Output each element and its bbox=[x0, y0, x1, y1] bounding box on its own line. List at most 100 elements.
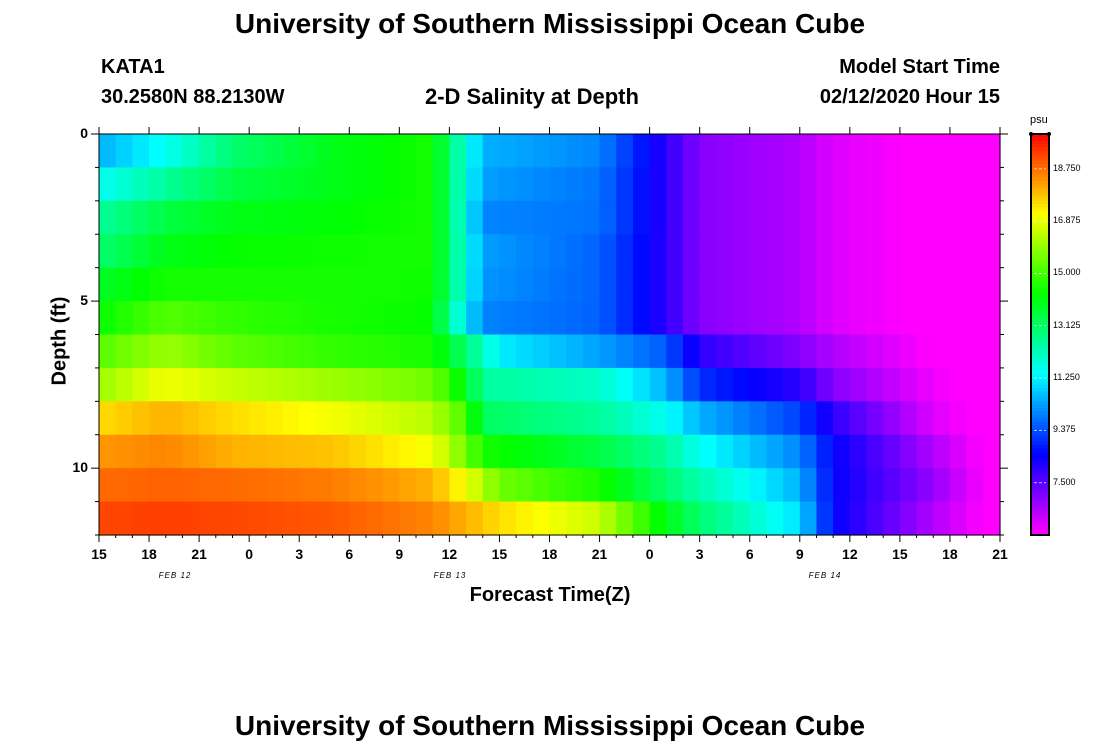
heatmap-cell bbox=[165, 468, 184, 503]
heatmap-cell bbox=[649, 367, 667, 402]
heatmap-cell bbox=[883, 200, 901, 235]
heatmap-cell bbox=[933, 267, 951, 302]
colorbar-swatch bbox=[1031, 327, 1049, 332]
heatmap-cell bbox=[315, 434, 334, 469]
heatmap-cell bbox=[582, 167, 601, 202]
colorbar-swatch bbox=[1031, 274, 1049, 279]
heatmap-cell bbox=[365, 401, 384, 436]
heatmap-cell bbox=[265, 200, 284, 235]
colorbar-swatch bbox=[1031, 304, 1049, 309]
heatmap-cell bbox=[265, 267, 284, 302]
heatmap-cell bbox=[666, 134, 684, 169]
heatmap-cell bbox=[699, 200, 717, 235]
heatmap-cell bbox=[582, 401, 601, 436]
heatmap-cell bbox=[899, 301, 918, 336]
heatmap-cell bbox=[249, 434, 267, 469]
heatmap-cell bbox=[349, 367, 367, 402]
heatmap-cell bbox=[416, 334, 434, 369]
heatmap-cell bbox=[499, 468, 517, 503]
heatmap-cell bbox=[783, 234, 801, 269]
heatmap-cell bbox=[132, 434, 150, 469]
heatmap-cell bbox=[132, 301, 150, 336]
heatmap-cell bbox=[549, 334, 567, 369]
heatmap-cell bbox=[449, 334, 467, 369]
heatmap-cell bbox=[449, 501, 467, 536]
colorbar-swatch bbox=[1031, 284, 1049, 289]
heatmap-cell bbox=[315, 267, 334, 302]
x-tick-label: 15 bbox=[892, 546, 908, 562]
heatmap-cell bbox=[516, 434, 534, 469]
heatmap-cell bbox=[215, 334, 234, 369]
heatmap-cell bbox=[966, 267, 984, 302]
heatmap-cell bbox=[215, 367, 234, 402]
heatmap-cell bbox=[349, 334, 367, 369]
heatmap-cell bbox=[849, 468, 868, 503]
heatmap-cell bbox=[399, 167, 417, 202]
heatmap-cell bbox=[849, 501, 868, 536]
heatmap-cell bbox=[716, 301, 734, 336]
heatmap-cell bbox=[616, 468, 634, 503]
x-tick-label: 18 bbox=[942, 546, 958, 562]
heatmap-cell bbox=[165, 501, 184, 536]
heatmap-cell bbox=[933, 401, 951, 436]
heatmap-cell bbox=[649, 134, 667, 169]
heatmap-cell bbox=[382, 267, 400, 302]
heatmap-cell bbox=[849, 334, 868, 369]
heatmap-cell bbox=[716, 167, 734, 202]
heatmap-cell bbox=[916, 334, 934, 369]
heatmap-cell bbox=[132, 167, 150, 202]
heatmap-cell bbox=[365, 200, 384, 235]
colorbar-swatch bbox=[1031, 294, 1049, 299]
heatmap-cell bbox=[232, 334, 250, 369]
heatmap-cell bbox=[165, 401, 184, 436]
heatmap-cell bbox=[549, 234, 567, 269]
plot-title: 2-D Salinity at Depth bbox=[425, 84, 639, 109]
colorbar-swatch bbox=[1031, 411, 1049, 416]
colorbar-swatch bbox=[1031, 174, 1049, 179]
heatmap-cell bbox=[566, 301, 584, 336]
colorbar-swatch bbox=[1031, 458, 1049, 463]
heatmap-cell bbox=[499, 401, 517, 436]
heatmap-cell bbox=[549, 434, 567, 469]
heatmap-cell bbox=[899, 234, 918, 269]
heatmap-cell bbox=[933, 434, 951, 469]
heatmap-cell bbox=[899, 134, 918, 169]
heatmap-cell bbox=[466, 434, 484, 469]
heatmap-cell bbox=[682, 234, 701, 269]
heatmap-cell bbox=[232, 401, 250, 436]
heatmap-cell bbox=[766, 301, 784, 336]
heatmap-cell bbox=[716, 267, 734, 302]
heatmap-cell bbox=[816, 167, 834, 202]
heatmap-cell bbox=[382, 167, 400, 202]
heatmap-cell bbox=[883, 434, 901, 469]
heatmap-cell bbox=[416, 434, 434, 469]
heatmap-cell bbox=[182, 401, 200, 436]
colorbar-swatch bbox=[1031, 397, 1049, 402]
colorbar-swatch bbox=[1031, 341, 1049, 346]
heatmap-cell bbox=[699, 367, 717, 402]
heatmap-cell bbox=[816, 367, 834, 402]
heatmap-cell bbox=[482, 167, 501, 202]
heatmap-cell bbox=[265, 468, 284, 503]
model-start-label: Model Start Time bbox=[839, 56, 1000, 78]
heatmap-cell bbox=[282, 468, 300, 503]
colorbar-swatch bbox=[1031, 501, 1049, 506]
heatmap-cell bbox=[616, 334, 634, 369]
heatmap-cell bbox=[199, 334, 217, 369]
heatmap-cell bbox=[866, 501, 884, 536]
heatmap-cell bbox=[716, 134, 734, 169]
heatmap-cell bbox=[315, 200, 334, 235]
heatmap-cell bbox=[966, 501, 984, 536]
heatmap-cell bbox=[232, 234, 250, 269]
colorbar-swatch bbox=[1031, 408, 1049, 412]
heatmap-cell bbox=[532, 200, 551, 235]
colorbar-swatch bbox=[1031, 164, 1049, 169]
heatmap-cell bbox=[933, 234, 951, 269]
colorbar-swatch bbox=[1031, 524, 1049, 529]
colorbar-swatch bbox=[1031, 140, 1049, 145]
heatmap-cell bbox=[649, 334, 667, 369]
heatmap-cell bbox=[799, 468, 818, 503]
heatmap-cell bbox=[432, 468, 450, 503]
heatmap-cell bbox=[749, 267, 768, 302]
heatmap-cell bbox=[215, 234, 234, 269]
